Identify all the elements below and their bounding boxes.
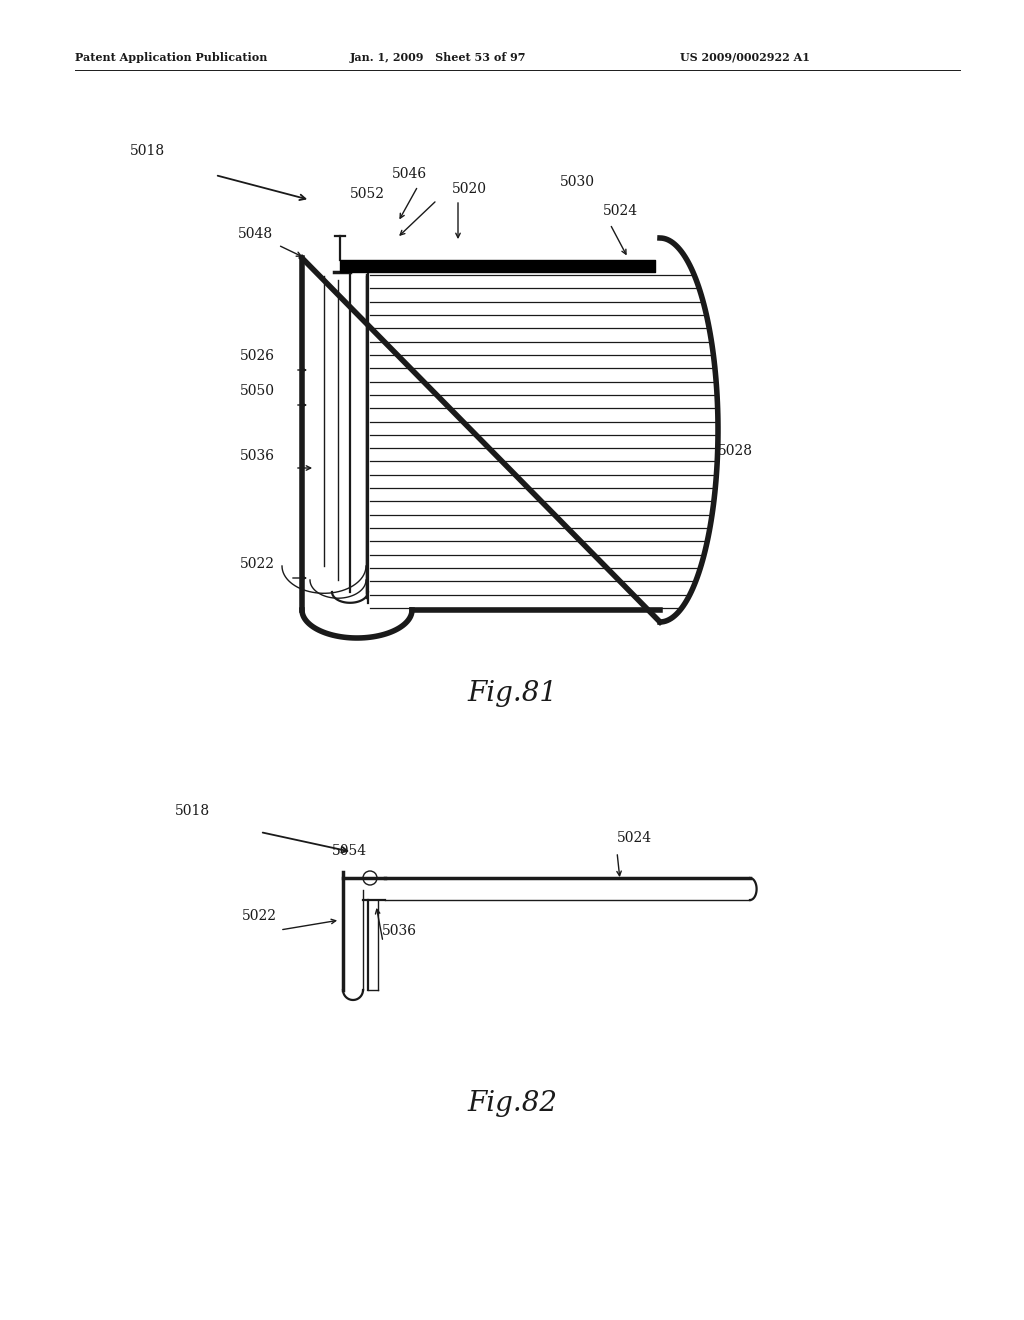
Text: 5022: 5022 bbox=[242, 909, 278, 923]
Text: 5024: 5024 bbox=[603, 205, 638, 218]
Text: 5050: 5050 bbox=[240, 384, 275, 399]
Text: Patent Application Publication: Patent Application Publication bbox=[75, 51, 267, 63]
Text: 5028: 5028 bbox=[718, 444, 753, 458]
Text: 5036: 5036 bbox=[382, 924, 417, 939]
Text: 5036: 5036 bbox=[240, 449, 275, 463]
Text: US 2009/0002922 A1: US 2009/0002922 A1 bbox=[680, 51, 810, 63]
Text: 5048: 5048 bbox=[238, 227, 273, 242]
Text: 5052: 5052 bbox=[350, 187, 385, 201]
Text: 5054: 5054 bbox=[332, 843, 368, 858]
Text: 5022: 5022 bbox=[240, 557, 275, 572]
Text: 5018: 5018 bbox=[130, 144, 165, 158]
Text: 5020: 5020 bbox=[452, 182, 487, 195]
Text: 5046: 5046 bbox=[392, 168, 427, 181]
Text: Jan. 1, 2009   Sheet 53 of 97: Jan. 1, 2009 Sheet 53 of 97 bbox=[350, 51, 526, 63]
Text: 5026: 5026 bbox=[240, 348, 275, 363]
Text: Fig.82: Fig.82 bbox=[467, 1090, 557, 1117]
Text: 5024: 5024 bbox=[617, 832, 652, 845]
Text: 5018: 5018 bbox=[175, 804, 210, 818]
Text: 5030: 5030 bbox=[560, 176, 595, 189]
Text: Fig.81: Fig.81 bbox=[467, 680, 557, 708]
